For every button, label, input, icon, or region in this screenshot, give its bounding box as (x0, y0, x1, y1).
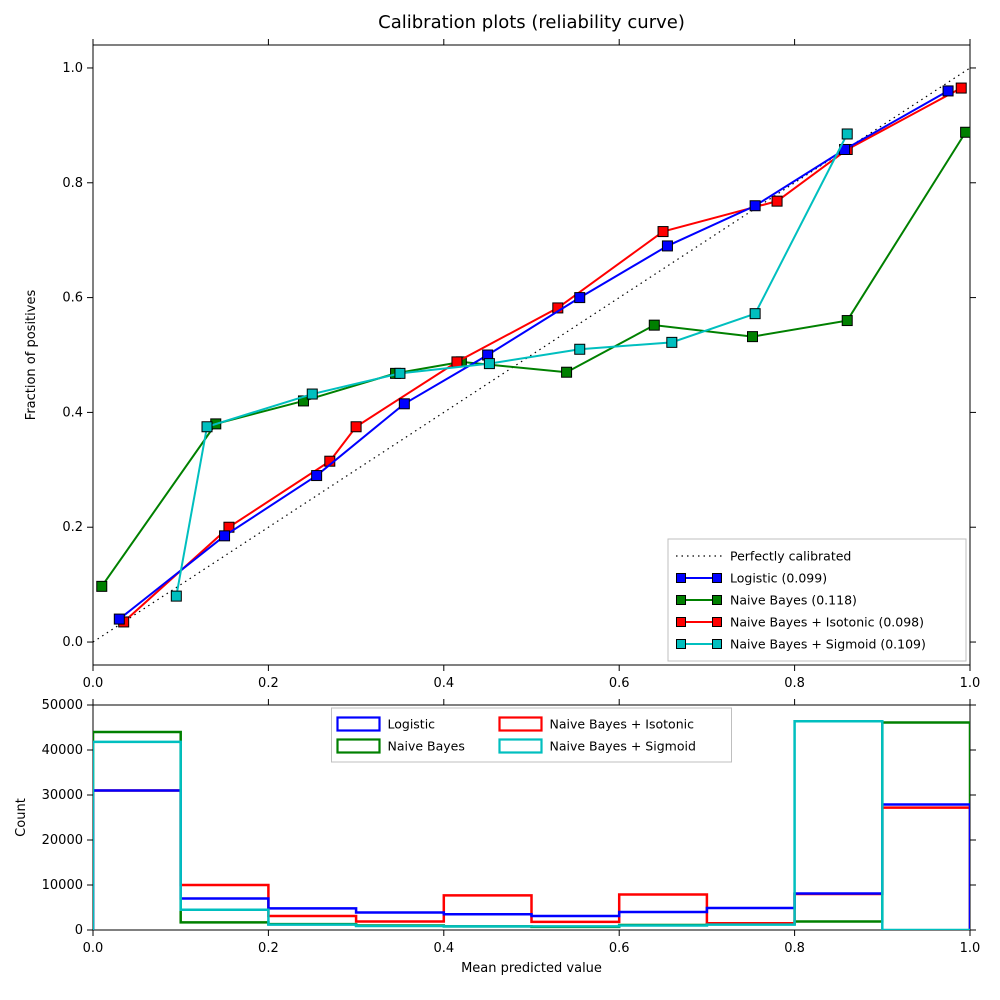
marker-isotonic (452, 357, 462, 367)
marker-logistic (114, 614, 124, 624)
xtick-label: 0.2 (258, 941, 279, 956)
marker-sigmoid (575, 344, 585, 354)
line-sigmoid (176, 134, 847, 596)
ylabel-ax1: Fraction of positives (24, 290, 39, 421)
ylabel-ax2: Count (14, 798, 29, 837)
marker-isotonic (772, 196, 782, 206)
marker-sigmoid (750, 309, 760, 319)
marker-sigmoid (171, 591, 181, 601)
xlabel-ax2: Mean predicted value (461, 961, 602, 976)
xtick-label: 0.6 (609, 941, 630, 956)
legend-label: Perfectly calibrated (730, 549, 851, 564)
ytick-label: 0.2 (62, 520, 83, 535)
marker-naive (97, 581, 107, 591)
legend-ax2: Logistic Naive Bayes Naive Bayes + Isotoni… (332, 708, 732, 762)
marker-naive (842, 316, 852, 326)
legend-label: Naive Bayes + Sigmoid (550, 739, 696, 754)
ytick-label: 0.0 (62, 635, 83, 650)
calibration-figure: 0.0 0.2 0.4 0.6 0.8 1.0 0.0 0.2 0.4 0.6 0.8 1.0 Frac… (0, 0, 1000, 1000)
ytick-label: 0.4 (62, 405, 83, 420)
marker-logistic (662, 241, 672, 251)
legend-label: Naive Bayes + Isotonic (550, 717, 695, 732)
ytick-label: 50000 (42, 698, 83, 713)
ytick-label: 1.0 (62, 61, 83, 76)
marker-logistic (399, 399, 409, 409)
legend-label: Naive Bayes (0.118) (730, 593, 857, 608)
ytick-label: 20000 (42, 833, 83, 848)
xtick-label: 0.4 (433, 941, 454, 956)
marker-sigmoid (484, 359, 494, 369)
xtick-label: 0.8 (784, 676, 805, 691)
xtick-label: 0.8 (784, 941, 805, 956)
marker-logistic (220, 531, 230, 541)
xtick-label: 0.0 (83, 941, 104, 956)
legend-label: Naive Bayes + Isotonic (0.098) (730, 615, 924, 630)
marker-sigmoid (202, 422, 212, 432)
marker-logistic (750, 201, 760, 211)
xtick-label: 1.0 (960, 941, 981, 956)
marker-naive (961, 127, 971, 137)
legend-label: Logistic (0.099) (730, 571, 827, 586)
marker-sigmoid (307, 389, 317, 399)
marker-logistic (312, 471, 322, 481)
ytick-label: 0 (75, 923, 83, 938)
xtick-label: 0.0 (83, 676, 104, 691)
marker-sigmoid (667, 337, 677, 347)
xtick-label: 1.0 (960, 676, 981, 691)
count-histogram: 0.0 0.2 0.4 0.6 0.8 1.0 0 10000 20000 30000 40000 5… (14, 698, 980, 976)
xtick-label: 0.6 (609, 676, 630, 691)
legend-ax1: Perfectly calibrated Logistic (0.099) Naiv… (668, 539, 966, 661)
legend-label: Naive Bayes + Sigmoid (0.109) (730, 637, 926, 652)
marker-isotonic (351, 422, 361, 432)
marker-sigmoid (395, 368, 405, 378)
line-naive (102, 132, 966, 586)
figure-title: Calibration plots (reliability curve) (378, 12, 685, 33)
marker-logistic (943, 86, 953, 96)
legend-label: Logistic (388, 717, 436, 732)
reliability-plot: 0.0 0.2 0.4 0.6 0.8 1.0 0.0 0.2 0.4 0.6 0.8 1.0 Frac… (24, 12, 980, 691)
ytick-label: 0.8 (62, 176, 83, 191)
marker-isotonic (658, 227, 668, 237)
marker-naive (748, 332, 758, 342)
marker-logistic (575, 293, 585, 303)
marker-naive (562, 367, 572, 377)
ytick-label: 30000 (42, 788, 83, 803)
xtick-label: 0.4 (433, 676, 454, 691)
ytick-label: 40000 (42, 743, 83, 758)
marker-isotonic (956, 83, 966, 93)
xtick-label: 0.2 (258, 676, 279, 691)
marker-sigmoid (842, 129, 852, 139)
legend-label: Naive Bayes (388, 739, 465, 754)
ytick-label: 10000 (42, 878, 83, 893)
ytick-label: 0.6 (62, 291, 83, 306)
marker-naive (649, 320, 659, 330)
